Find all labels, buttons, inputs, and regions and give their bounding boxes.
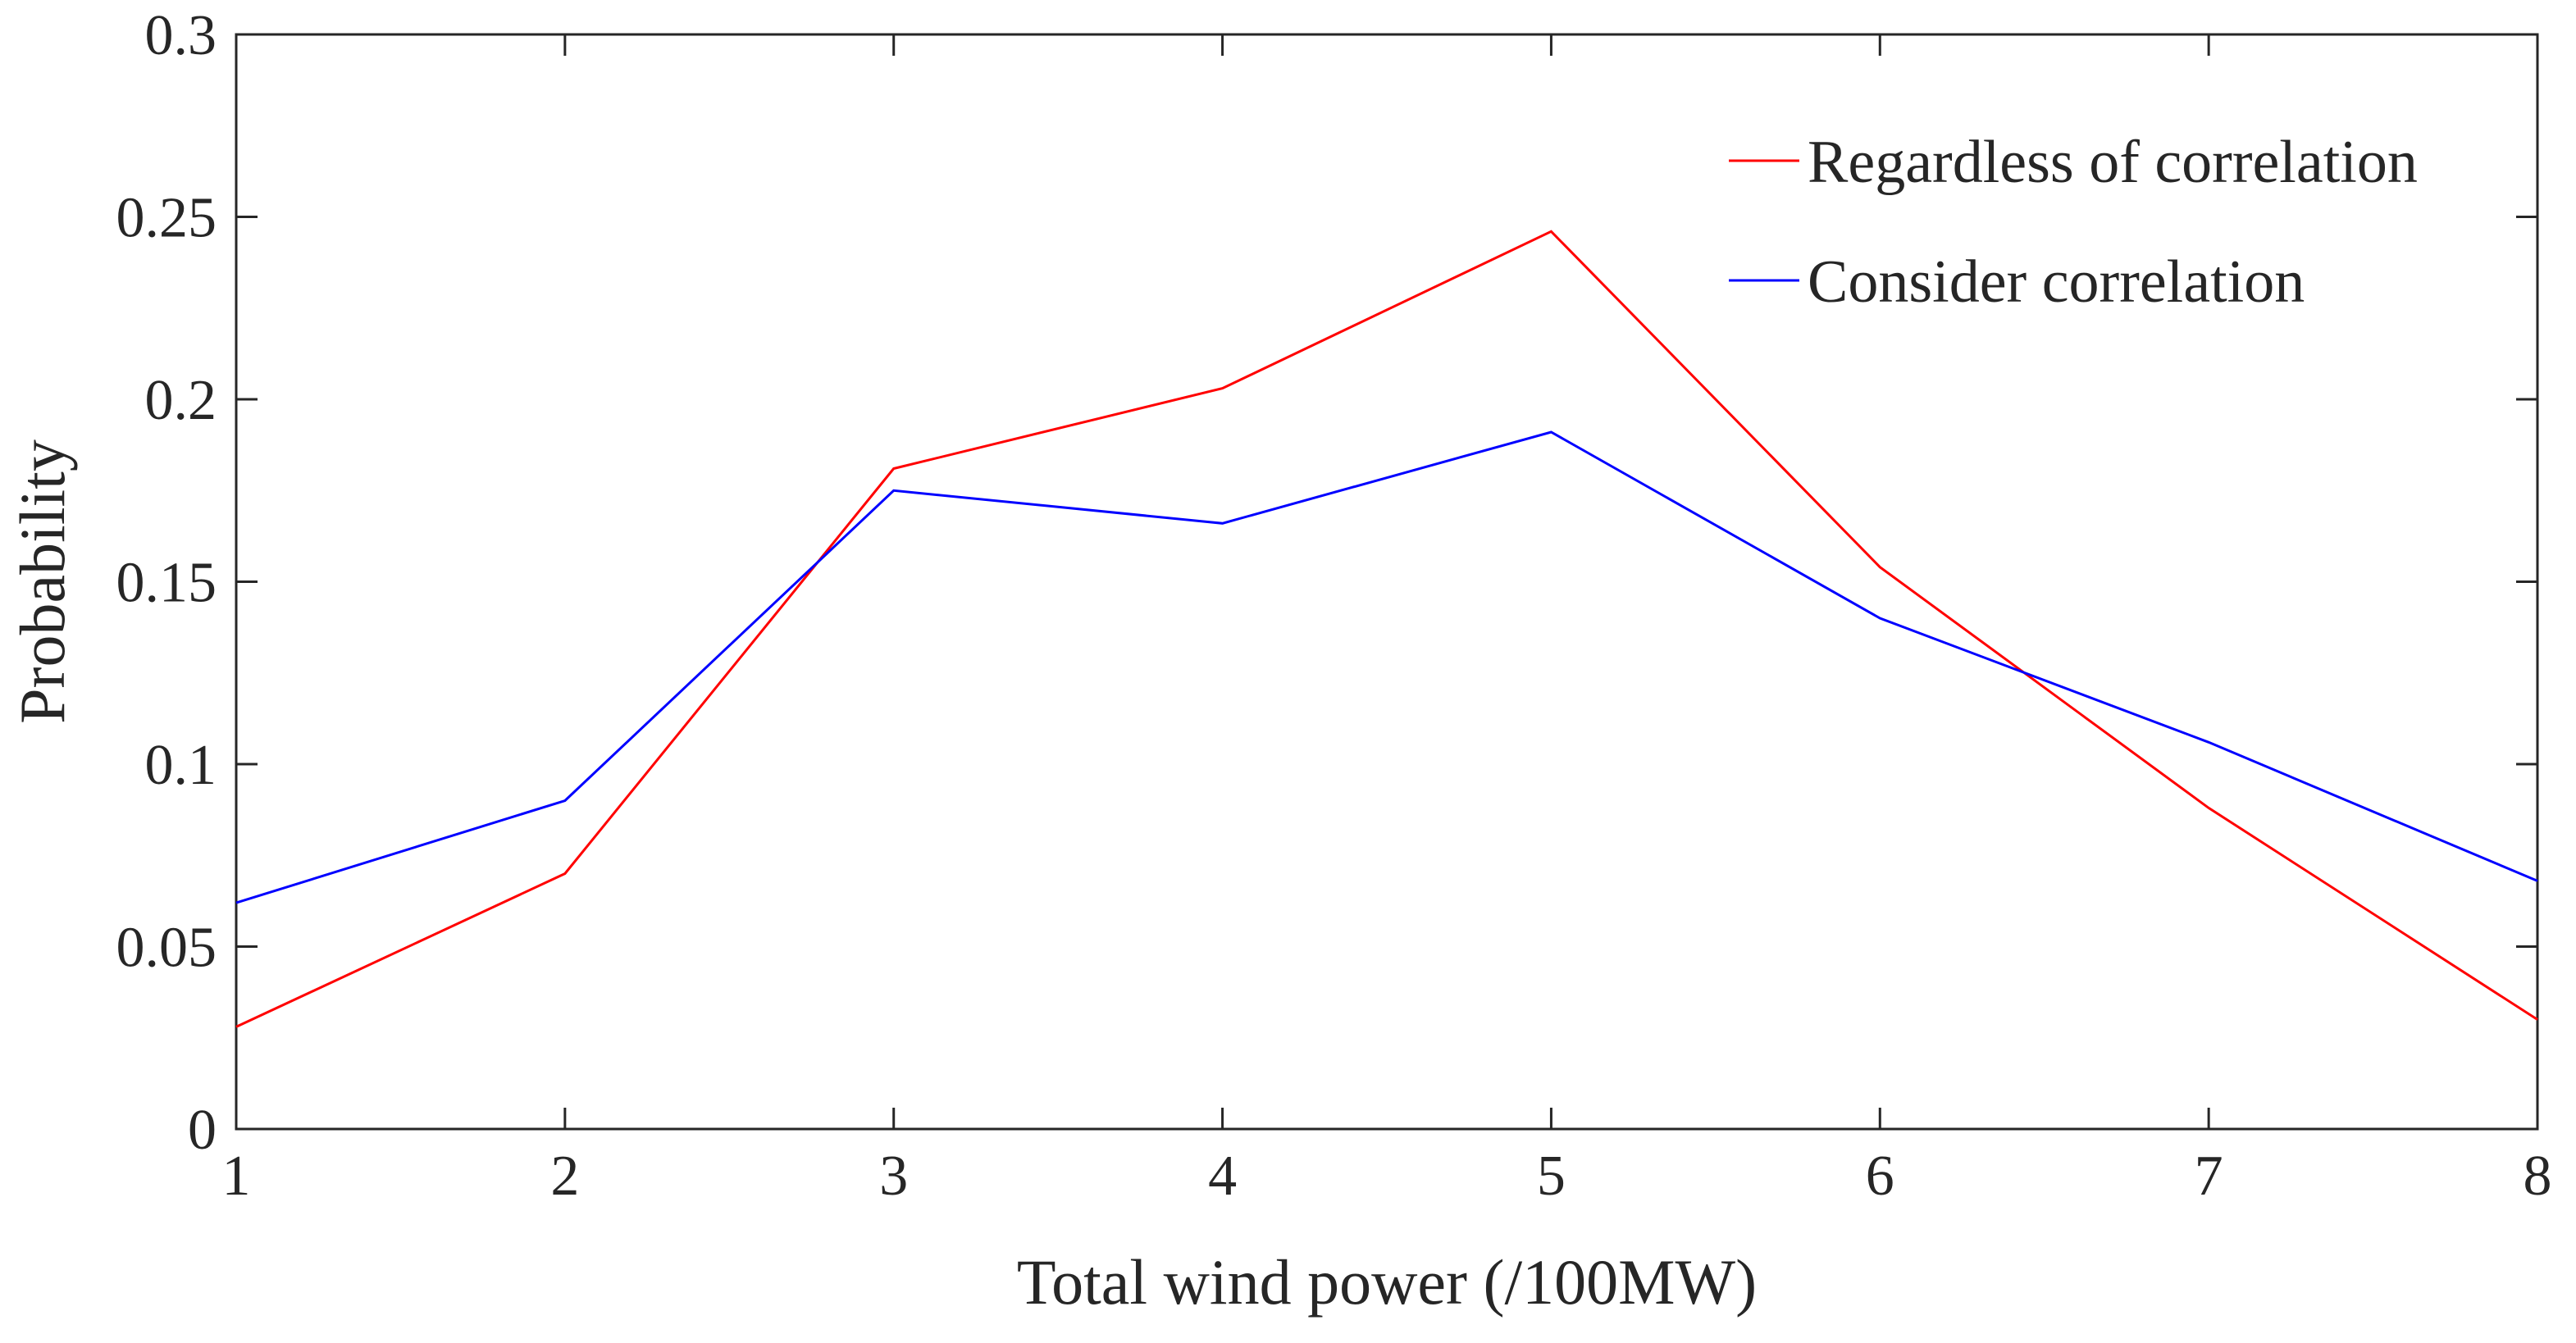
x-tick-label: 3 — [879, 1145, 908, 1208]
y-tick-label: 0 — [188, 1099, 217, 1162]
legend: Regardless of correlation Consider correl… — [1729, 129, 2418, 316]
series-line-2 — [235, 430, 2538, 904]
y-axis-title: Probability — [7, 439, 78, 724]
x-tick-label: 4 — [1208, 1145, 1237, 1208]
axes-layer: 1 2 3 4 5 6 7 8 0 0.05 0.1 0.15 0.2 0.25 0.3 Total wind… — [7, 4, 2552, 1318]
y-tick-label: 0.1 — [145, 734, 217, 797]
x-tick-label: 6 — [1866, 1145, 1894, 1208]
x-tick-label: 2 — [550, 1145, 579, 1208]
y-tick-label: 0.05 — [116, 917, 217, 980]
series-layer — [235, 230, 2538, 1028]
series-line-1 — [235, 230, 2538, 1028]
x-axis-title: Total wind power (/100MW) — [1017, 1246, 1757, 1318]
x-tick-label: 8 — [2524, 1145, 2552, 1208]
y-tick-label: 0.25 — [116, 187, 217, 250]
plot-area-frame — [235, 33, 2539, 1131]
x-tick-label: 1 — [222, 1145, 251, 1208]
legend-label: Regardless of correlation — [1808, 129, 2418, 196]
y-tick-label: 0.2 — [145, 369, 217, 432]
y-tick-label: 0.3 — [145, 4, 217, 67]
legend-label: Consider correlation — [1808, 248, 2305, 316]
y-tick-label: 0.15 — [116, 552, 217, 615]
x-tick-label: 5 — [1537, 1145, 1566, 1208]
x-tick-label: 7 — [2195, 1145, 2223, 1208]
